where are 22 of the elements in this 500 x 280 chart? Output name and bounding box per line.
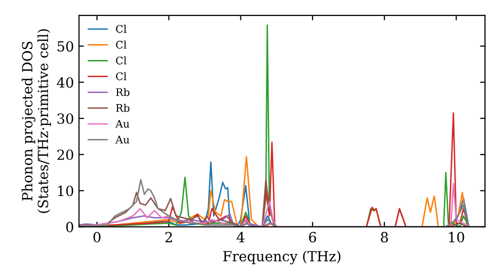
x-axis-title: Frequency (THz) <box>223 250 340 264</box>
x-tick-label: 8 <box>380 232 388 242</box>
y-tick-label: 0 <box>66 222 74 232</box>
y-tick-label: 10 <box>58 186 74 196</box>
legend-label: Cl <box>116 40 126 49</box>
x-tick-label: 0 <box>93 232 100 242</box>
x-tick-label: 6 <box>309 232 316 242</box>
y-tick-label: 30 <box>58 113 74 124</box>
y-tick-label: 40 <box>56 77 74 88</box>
y-axis-title: Phonon projected DOS (States/THz·primitive cell) <box>22 29 51 213</box>
legend-label: Au <box>115 120 130 128</box>
legend-label: Cl <box>116 56 126 64</box>
legend-label: Rb <box>116 104 130 112</box>
x-tick-label: 10 <box>449 232 464 242</box>
x-tick-label: 4 <box>236 232 244 242</box>
legend-label: Cl <box>116 72 126 80</box>
legend-label: Rb <box>116 88 130 96</box>
legend-label: Cl <box>116 24 126 33</box>
legend-label: Au <box>115 136 130 144</box>
x-tick-label: 2 <box>165 232 172 242</box>
y-tick-label: 50 <box>58 41 74 52</box>
y-tick-label: 20 <box>57 149 74 160</box>
